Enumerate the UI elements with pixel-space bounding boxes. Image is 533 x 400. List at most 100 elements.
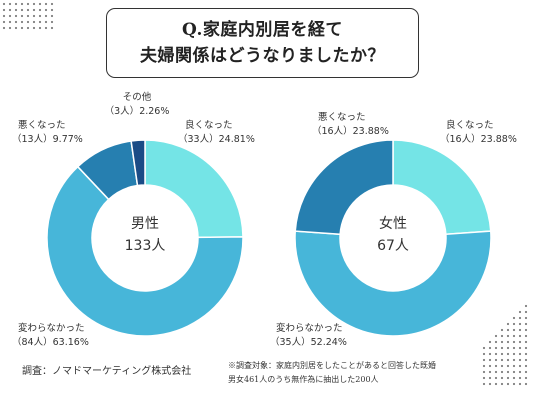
dot-pattern-top-left <box>2 2 54 30</box>
decor-dot <box>518 376 522 380</box>
question-title-line2: 夫婦関係はどうなりましたか？ <box>140 46 385 66</box>
decor-dot <box>14 8 18 12</box>
female-slice-bad <box>294 139 394 236</box>
decor-dot <box>20 14 24 18</box>
decor-dot <box>38 14 42 18</box>
decor-dot <box>50 8 54 12</box>
male-label-other-value: （3人）2.26% <box>105 105 170 117</box>
decor-dot <box>518 358 522 362</box>
decor-dot <box>14 2 18 6</box>
decor-dot <box>524 358 528 362</box>
decor-dot <box>506 334 510 338</box>
decor-dot <box>38 2 42 6</box>
decor-dot <box>482 382 486 386</box>
decor-dot <box>506 358 510 362</box>
decor-dot <box>44 26 48 30</box>
decor-dot <box>482 346 486 350</box>
female-label-same-value: （35人）52.24% <box>270 336 347 348</box>
decor-dot <box>26 8 30 12</box>
decor-dot <box>20 20 24 24</box>
decor-dot <box>482 358 486 362</box>
decor-dot <box>518 346 522 350</box>
decor-dot <box>500 346 504 350</box>
decor-dot <box>38 8 42 12</box>
female-slice-good <box>392 139 492 236</box>
decor-dot <box>32 14 36 18</box>
decor-dot <box>512 328 516 332</box>
decor-dot <box>506 370 510 374</box>
decor-dot <box>494 376 498 380</box>
decor-dot <box>488 364 492 368</box>
decor-dot <box>32 8 36 12</box>
decor-dot <box>50 26 54 30</box>
decor-dot <box>32 2 36 6</box>
decor-dot <box>512 370 516 374</box>
question-title-box: Q.家庭内別居を経て 夫婦関係はどうなりましたか？ <box>106 8 419 78</box>
decor-dot <box>518 340 522 344</box>
decor-dot <box>2 8 6 12</box>
male-label-good-name: 良くなった <box>185 119 233 131</box>
decor-dot <box>524 316 528 320</box>
decor-dot <box>494 352 498 356</box>
decor-dot <box>482 364 486 368</box>
female-center-gender: 女性 <box>379 215 407 232</box>
decor-dot <box>500 328 504 332</box>
male-label-bad-value: （13人）9.77% <box>12 133 83 145</box>
male-label-bad-name: 悪くなった <box>18 120 66 131</box>
decor-dot <box>512 316 516 320</box>
male-label-same-value: （84人）63.16% <box>12 336 89 348</box>
decor-dot <box>506 352 510 356</box>
decor-dot <box>512 346 516 350</box>
decor-dot <box>500 358 504 362</box>
decor-dot <box>488 370 492 374</box>
decor-dot <box>8 14 12 18</box>
decor-dot <box>494 346 498 350</box>
decor-dot <box>524 376 528 380</box>
decor-dot <box>44 20 48 24</box>
decor-dot <box>8 2 12 6</box>
decor-dot <box>524 346 528 350</box>
decor-dot <box>20 8 24 12</box>
decor-dot <box>494 364 498 368</box>
decor-dot <box>26 14 30 18</box>
question-title-line1: Q.家庭内別居を経て <box>182 20 343 40</box>
survey-note-line2: 男女461人のうち無作為に抽出した200人 <box>228 375 379 384</box>
decor-dot <box>26 26 30 30</box>
decor-dot <box>20 2 24 6</box>
decor-dot <box>524 382 528 386</box>
decor-dot <box>512 358 516 362</box>
decor-dot <box>518 370 522 374</box>
decor-dot <box>524 352 528 356</box>
decor-dot <box>2 26 6 30</box>
decor-dot <box>2 20 6 24</box>
decor-dot <box>512 340 516 344</box>
decor-dot <box>2 14 6 18</box>
decor-dot <box>506 382 510 386</box>
male-slice-good <box>144 139 244 239</box>
male-slice-same <box>46 165 244 337</box>
female-label-bad-name: 悪くなった <box>318 112 366 123</box>
male-label-good-value: （33人）24.81% <box>178 133 255 145</box>
decor-dot <box>512 322 516 326</box>
decor-dot <box>506 340 510 344</box>
decor-dot <box>518 382 522 386</box>
decor-dot <box>518 310 522 314</box>
decor-dot <box>482 352 486 356</box>
decor-dot <box>494 382 498 386</box>
decor-dot <box>32 20 36 24</box>
decor-dot <box>44 8 48 12</box>
decor-dot <box>524 304 528 308</box>
male-center-gender: 男性 <box>131 216 159 232</box>
male-label-same-name: 変わらなかった <box>18 322 85 334</box>
decor-dot <box>38 26 42 30</box>
decor-dot <box>500 340 504 344</box>
decor-dot <box>38 20 42 24</box>
decor-dot <box>488 352 492 356</box>
decor-dot <box>512 382 516 386</box>
decor-dot <box>14 26 18 30</box>
decor-dot <box>506 346 510 350</box>
decor-dot <box>524 322 528 326</box>
decor-dot <box>518 328 522 332</box>
decor-dot <box>524 328 528 332</box>
